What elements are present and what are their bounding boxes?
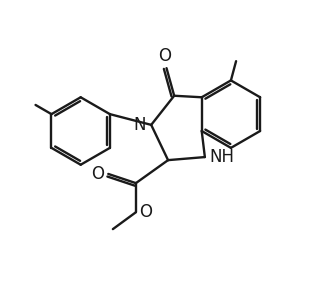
Text: O: O [140, 203, 152, 221]
Text: O: O [158, 47, 172, 65]
Text: O: O [92, 165, 105, 183]
Text: N: N [133, 116, 146, 134]
Text: NH: NH [210, 148, 234, 166]
